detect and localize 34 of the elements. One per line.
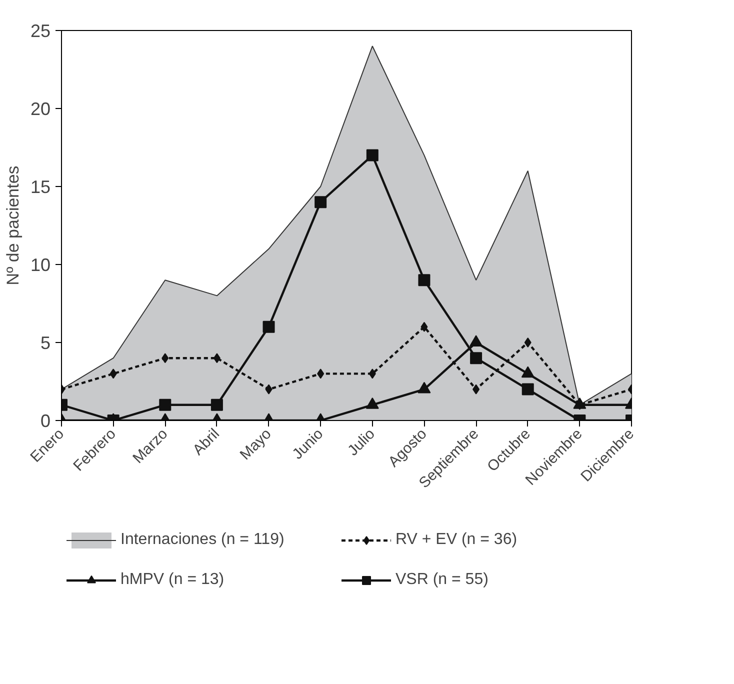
point <box>418 274 430 286</box>
legend-label: Internaciones (n = 119) <box>120 531 286 549</box>
point <box>314 196 327 208</box>
point <box>366 149 378 162</box>
point <box>524 338 532 348</box>
y-tick-label: 5 <box>40 333 51 353</box>
x-tick-label: Julio <box>344 425 378 460</box>
point <box>162 353 169 364</box>
y-tick-label: 10 <box>30 255 51 275</box>
legend-label: RV + EV (n = 36) <box>396 531 518 549</box>
y-tick-label: 15 <box>30 177 51 197</box>
y-tick-label: 0 <box>40 411 51 431</box>
point <box>213 353 220 364</box>
point <box>265 384 272 394</box>
point <box>573 397 586 409</box>
point <box>470 335 483 346</box>
legend-label: VSR (n = 55) <box>396 571 490 589</box>
point <box>210 398 223 411</box>
point <box>317 368 324 379</box>
point <box>470 352 482 364</box>
point <box>418 382 431 394</box>
legend-label: hMPV (n = 13) <box>120 571 226 589</box>
point <box>420 322 428 332</box>
y-axis-title: Nº de pacientes <box>3 166 22 286</box>
point <box>521 366 534 378</box>
point <box>262 320 275 333</box>
y-tick-label: 20 <box>30 99 51 119</box>
point <box>368 368 376 379</box>
point <box>159 398 172 411</box>
point <box>522 383 534 396</box>
point <box>110 368 117 379</box>
point <box>366 397 379 409</box>
y-tick-label: 25 <box>30 21 51 41</box>
point <box>472 384 480 394</box>
